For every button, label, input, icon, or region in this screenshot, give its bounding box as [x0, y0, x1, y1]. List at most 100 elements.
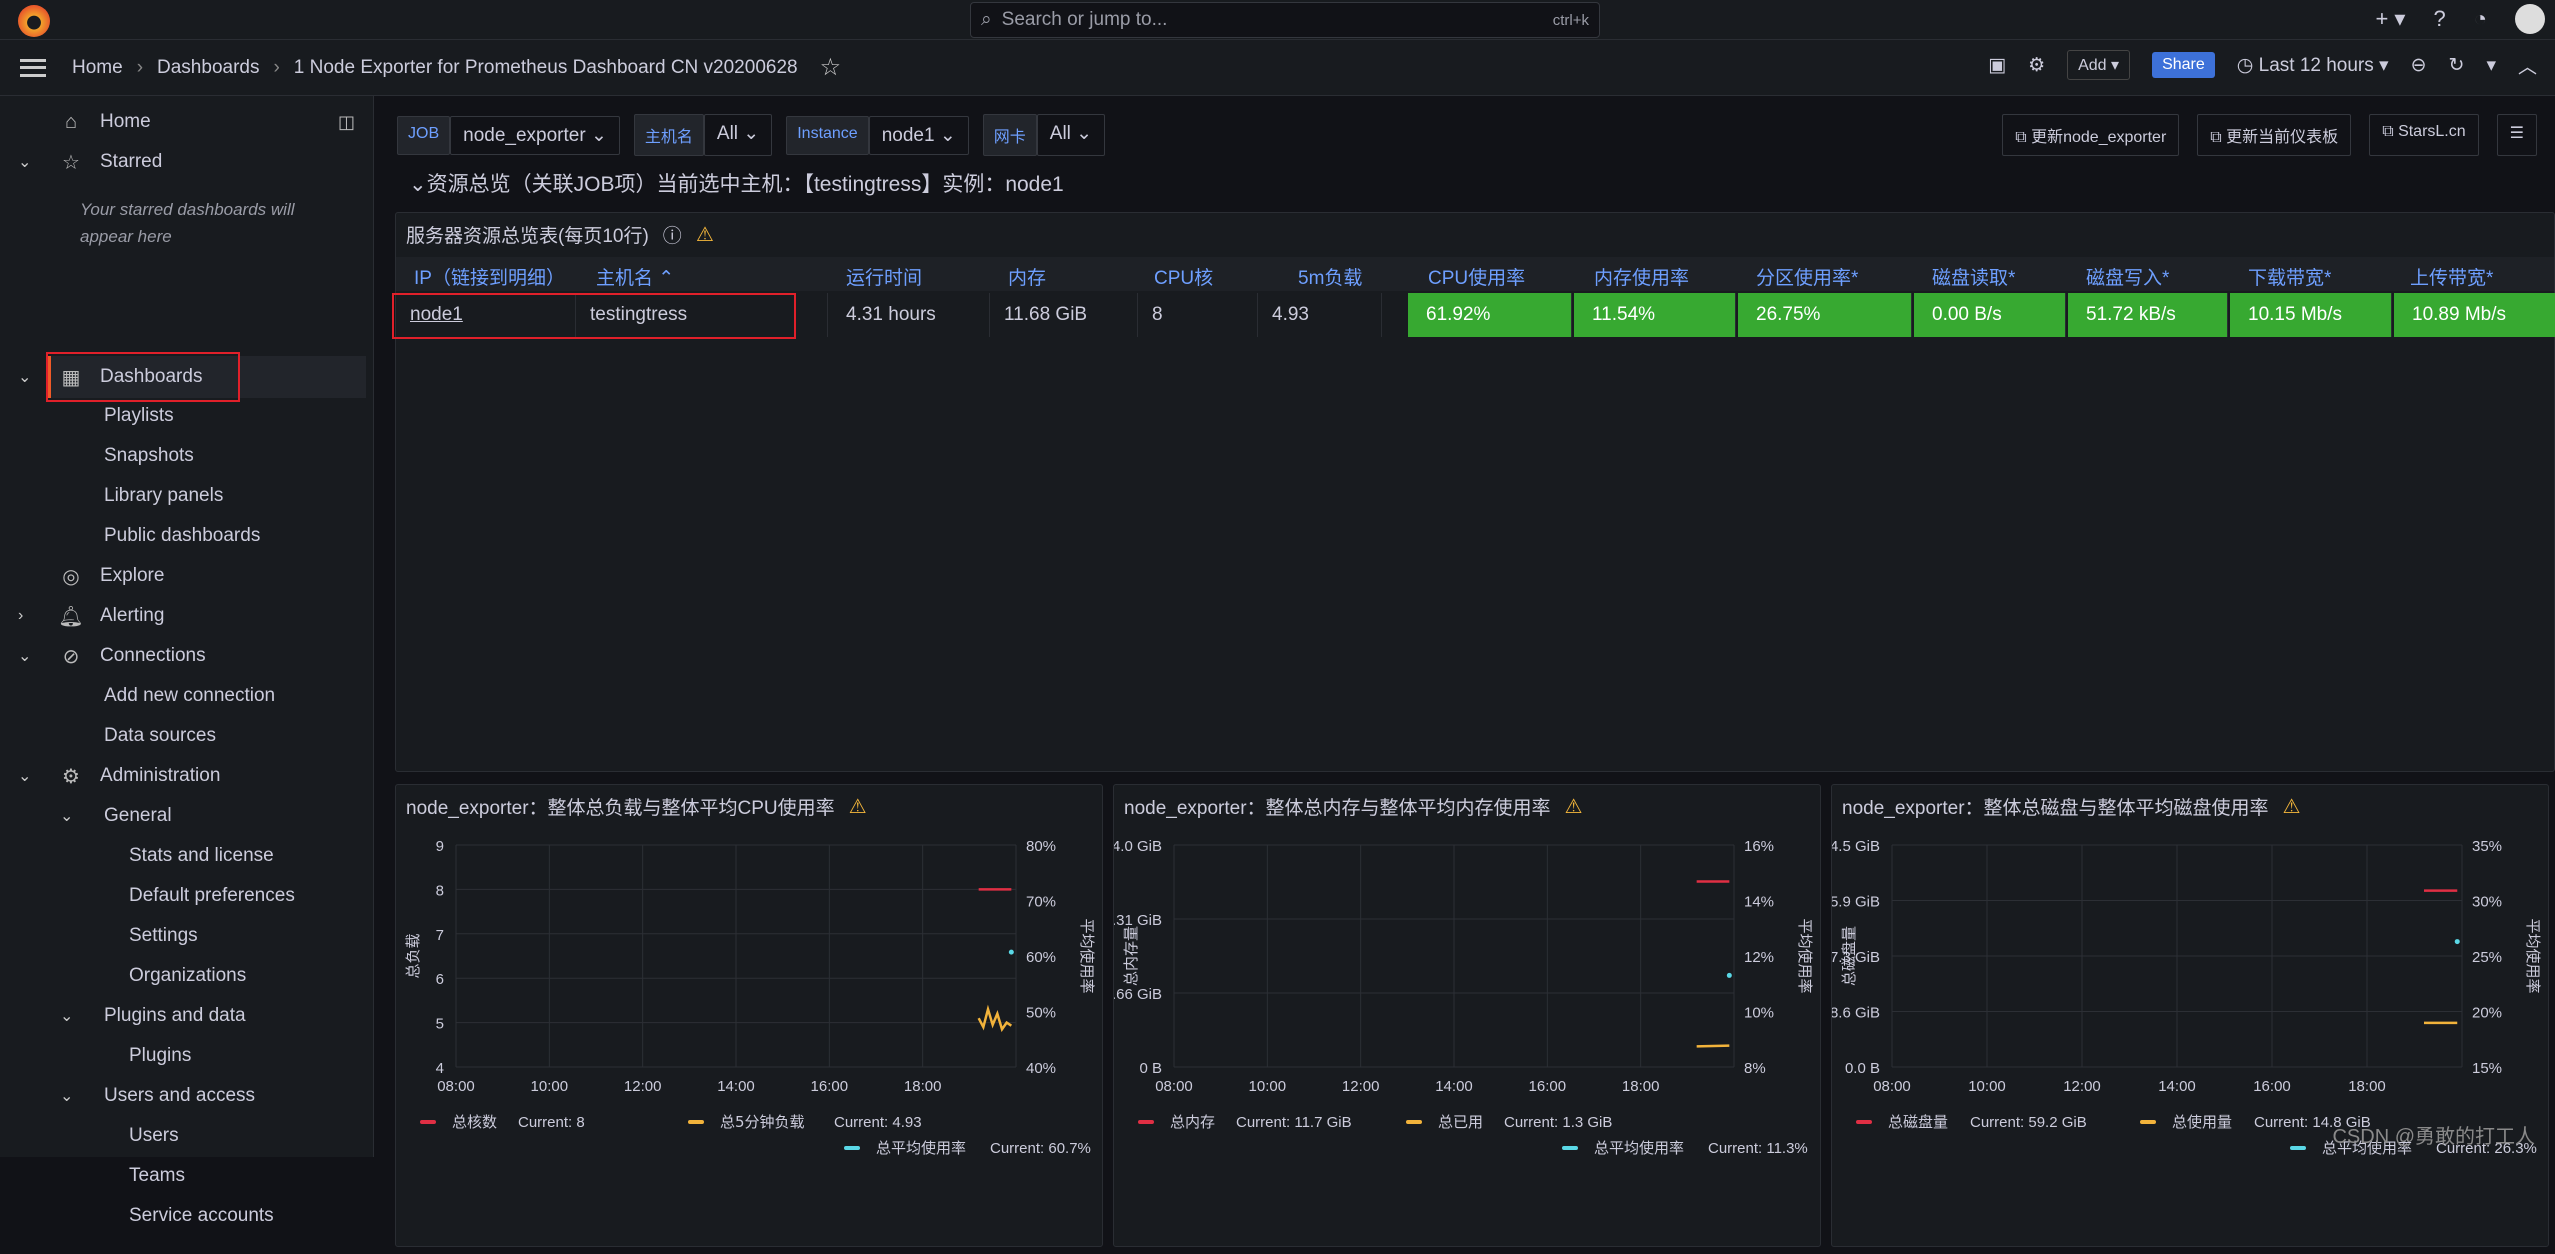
column-header[interactable]: 内存使用率: [1594, 268, 1690, 289]
star-icon: ☆: [62, 151, 80, 174]
variable-select[interactable]: All ⌄: [703, 114, 773, 156]
chevron-down-icon[interactable]: ⌄: [18, 648, 32, 665]
series-line: [1696, 1044, 1730, 1048]
sidebar-item-add-connection[interactable]: Add new connection: [104, 685, 276, 706]
warning-icon[interactable]: ⚠: [695, 224, 714, 246]
chevron-down-icon[interactable]: ⌄: [60, 1088, 74, 1105]
refresh-icon[interactable]: ↻: [2448, 54, 2465, 76]
sidebar-item-library-panels[interactable]: Library panels: [104, 485, 224, 506]
column-header[interactable]: 内存: [1008, 268, 1047, 289]
column-header[interactable]: 磁盘写入*: [2086, 268, 2170, 289]
info-icon[interactable]: ⓘ: [662, 226, 682, 247]
column-header[interactable]: 上传带宽*: [2410, 268, 2494, 289]
table-cell-colored: 10.15 Mb/s: [2230, 293, 2392, 337]
legend-label: 总核数: [452, 1113, 497, 1131]
sidebar-item-administration[interactable]: ⌄ ⚙ Administration: [18, 758, 220, 794]
warning-icon[interactable]: ⚠: [1564, 796, 1583, 818]
breadcrumb-home[interactable]: Home: [72, 56, 123, 78]
column-header[interactable]: IP（链接到明细）: [414, 268, 565, 289]
breadcrumb-dashboards[interactable]: Dashboards: [157, 56, 260, 78]
sidebar-item-users-access[interactable]: ⌄ Users and access: [60, 1078, 255, 1114]
memory-chart[interactable]: 14.0 GiB 9.31 GiB 4.66 GiB 0 B 16% 14% 12% 10% 8…: [1104, 785, 1822, 1248]
sidebar-item-home[interactable]: ⌂ Home: [58, 104, 151, 140]
add-button[interactable]: Add ▾: [2067, 50, 2131, 80]
panel-title-text: 服务器资源总览表(每页10行): [406, 226, 649, 247]
sidebar-item-teams[interactable]: Teams: [129, 1165, 185, 1186]
link-update-node-exporter[interactable]: ⧉ 更新node_exporter: [2002, 114, 2180, 156]
table-cell-ip-link[interactable]: node1: [396, 293, 576, 337]
chevron-down-icon[interactable]: ⌄: [18, 768, 32, 785]
column-header[interactable]: CPU使用率: [1428, 268, 1526, 289]
variable-select[interactable]: All ⌄: [1036, 114, 1106, 156]
chevron-down-icon[interactable]: ⌄: [18, 154, 32, 171]
variable-select[interactable]: node_exporter ⌄: [450, 115, 620, 155]
column-header[interactable]: 5m负载: [1298, 268, 1363, 289]
sidebar-item-starred[interactable]: ⌄ ☆ Starred: [18, 144, 162, 180]
chevron-down-icon[interactable]: ⌄: [60, 808, 74, 825]
sidebar-item-plugins[interactable]: Plugins: [129, 1045, 192, 1066]
sidebar-item-alerting[interactable]: › 🔔︎ Alerting: [18, 598, 164, 634]
sidebar-item-public-dashboards[interactable]: Public dashboards: [104, 525, 261, 546]
link-starsl[interactable]: ⧉ StarsL.cn: [2369, 114, 2479, 156]
column-header[interactable]: 运行时间: [846, 268, 923, 289]
dock-menu-icon[interactable]: ◫: [338, 112, 356, 132]
sidebar-item-stats[interactable]: Stats and license: [129, 845, 274, 866]
star-icon[interactable]: ☆: [819, 54, 842, 81]
news-rss-icon[interactable]: ◔: [2473, 6, 2487, 31]
sidebar-item-playlists[interactable]: Playlists: [104, 405, 174, 426]
starred-empty-text: Your starred dashboards will appear here: [80, 200, 295, 246]
refresh-interval-chevron-icon[interactable]: ▾: [2486, 54, 2496, 76]
chevron-right-icon[interactable]: ›: [18, 607, 24, 624]
time-picker[interactable]: ◷ Last 12 hours ▾: [2236, 54, 2389, 76]
cpu-load-chart[interactable]: 9 8 7 6 5 4 80% 70% 60% 50% 40% 08:00 10:00 12:00 14:0…: [396, 785, 1104, 1248]
links-menu-icon[interactable]: ☰: [2496, 114, 2537, 156]
column-header[interactable]: 分区使用率*: [1756, 268, 1859, 289]
row-title-text: 资源总览（关联JOB项）当前选中主机：【testingtress】实例：node…: [426, 173, 1064, 196]
variable-nic: 网卡 All ⌄: [982, 114, 1106, 156]
link-update-dashboard[interactable]: ⧉ 更新当前仪表板: [2197, 114, 2352, 156]
share-button[interactable]: Share: [2152, 52, 2215, 78]
collapse-chevron-up-icon[interactable]: ︿: [2517, 56, 2537, 78]
sidebar-item-organizations[interactable]: Organizations: [129, 965, 247, 986]
grafana-logo-icon[interactable]: [18, 5, 50, 37]
sidebar-item-connections[interactable]: ⌄ ⊘ Connections: [18, 638, 206, 674]
column-header[interactable]: 磁盘读取*: [1932, 268, 2016, 289]
save-icon[interactable]: ▣: [1988, 54, 2007, 76]
gear-icon[interactable]: ⚙: [2028, 54, 2046, 76]
column-header[interactable]: 下载带宽*: [2248, 268, 2332, 289]
sidebar-item-users[interactable]: Users: [129, 1125, 179, 1146]
sidebar-item-default-preferences[interactable]: Default preferences: [129, 885, 295, 906]
disk-chart[interactable]: 74.5 GiB 55.9 GiB 37.3 GiB 18.6 GiB 0.0 B 35%…: [1822, 785, 2550, 1248]
row-title[interactable]: ⌄资源总览（关联JOB项）当前选中主机：【testingtress】实例：nod…: [409, 168, 1064, 198]
sidebar-item-snapshots[interactable]: Snapshots: [104, 445, 194, 466]
legend-current-value: Current: 11.7 GiB: [1236, 1114, 1352, 1131]
menu-toggle-icon[interactable]: [20, 58, 46, 77]
warning-icon[interactable]: ⚠: [2282, 796, 2301, 818]
help-icon[interactable]: ?: [2433, 6, 2446, 31]
y-tick-label: 14.0 GiB: [1114, 838, 1162, 855]
column-header[interactable]: CPU核: [1154, 268, 1214, 289]
sidebar-item-plugins-data[interactable]: ⌄ Plugins and data: [60, 998, 246, 1034]
sidebar-item-data-sources[interactable]: Data sources: [104, 725, 216, 746]
gear-icon: ⚙: [62, 765, 80, 788]
sidebar-item-dashboards[interactable]: ⌄ ▦ Dashboards: [18, 359, 202, 395]
search-input[interactable]: ⌕ Search or jump to... ctrl+k: [970, 2, 1600, 38]
sidebar-item-explore[interactable]: ◎ Explore: [58, 558, 164, 594]
new-plus-icon[interactable]: + ▾: [2375, 6, 2406, 31]
chevron-down-icon[interactable]: ⌄: [60, 1008, 74, 1025]
x-tick-label: 12:00: [2063, 1078, 2101, 1095]
sidebar-item-general[interactable]: ⌄ General: [60, 798, 172, 834]
variable-select[interactable]: node1 ⌄: [868, 115, 969, 155]
chevron-right-icon: ›: [136, 56, 144, 78]
column-header[interactable]: 主机名 ⌃: [596, 263, 674, 290]
add-button-label: Add: [2078, 57, 2107, 74]
table-cell: 4.93: [1258, 293, 1382, 337]
warning-icon[interactable]: ⚠: [848, 796, 867, 818]
sidebar-item-settings[interactable]: Settings: [129, 925, 198, 946]
series-point: [1726, 972, 1732, 978]
sidebar-item-service-accounts[interactable]: Service accounts: [129, 1205, 274, 1226]
variable-job: JOB node_exporter ⌄: [397, 115, 620, 155]
avatar[interactable]: [2515, 4, 2545, 34]
zoom-out-icon[interactable]: ⊖: [2410, 54, 2427, 76]
chevron-down-icon[interactable]: ⌄: [18, 369, 32, 386]
